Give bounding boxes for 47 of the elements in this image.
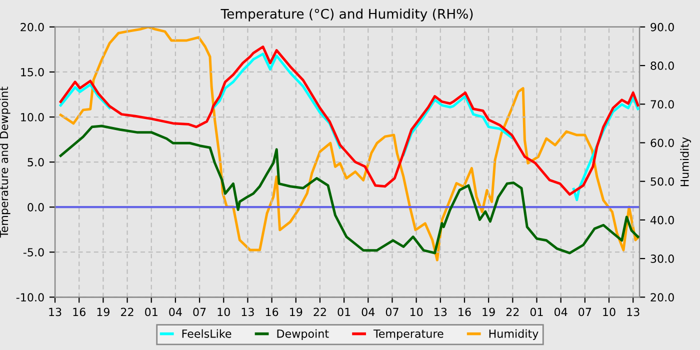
- x-tick-label: 16: [458, 308, 471, 316]
- x-tick-label: 10: [603, 308, 616, 316]
- x-tick-label: 16: [266, 308, 278, 316]
- legend-label: FeelsLike: [182, 329, 232, 338]
- x-tick-label: 13: [434, 308, 447, 316]
- y-axis-title: Temperature and Dewpoint: [0, 86, 10, 238]
- x-tick-label: 22: [314, 308, 326, 316]
- legend-label: Humidity: [489, 329, 538, 340]
- y-tick-label: -10.0: [16, 293, 44, 302]
- y2-tick-label: 40.0: [650, 216, 674, 224]
- legend-label: Temperature: [373, 330, 444, 340]
- x-tick-label: 07: [578, 308, 592, 316]
- y-tick-label: -5.0: [23, 248, 44, 256]
- x-tick-label: 01: [530, 308, 543, 316]
- y-tick-label: 20.0: [20, 22, 44, 32]
- y2-axis-title: Humidity: [680, 137, 691, 186]
- y2-tick-label: 70.0: [650, 100, 674, 109]
- legend-label: Dewpoint: [277, 329, 329, 340]
- x-tick-label: 07: [386, 308, 398, 316]
- x-tick-label: 01: [338, 308, 350, 316]
- y2-tick-label: 20.0: [650, 293, 674, 302]
- x-tick-label: 04: [554, 308, 568, 316]
- y2-tick-label: 60.0: [650, 138, 674, 148]
- y2-tick-label: 90.0: [650, 22, 674, 32]
- x-tick-label: 19: [97, 308, 110, 316]
- x-tick-label: 04: [362, 308, 375, 316]
- y-tick-label: 0.0: [28, 203, 44, 212]
- y2-tick-label: 80.0: [650, 62, 674, 70]
- x-tick-label: 16: [73, 308, 86, 316]
- y-tick-label: 5.0: [28, 158, 44, 166]
- x-tick-label: 22: [506, 308, 519, 316]
- x-tick-label: 22: [121, 308, 134, 316]
- x-tick-label: 19: [290, 308, 302, 316]
- x-tick-label: 10: [410, 308, 423, 316]
- x-tick-label: 13: [49, 308, 62, 316]
- x-tick-label: 10: [218, 308, 230, 316]
- y-tick-label: 10.0: [21, 112, 44, 122]
- x-tick-label: 13: [242, 308, 254, 316]
- x-tick-label: 07: [193, 308, 206, 316]
- y2-tick-label: 50.0: [650, 177, 674, 186]
- y-tick-label: 15.0: [21, 68, 44, 76]
- x-tick-label: 01: [145, 308, 158, 316]
- x-tick-label: 19: [482, 308, 495, 316]
- x-tick-label: 13: [627, 308, 640, 316]
- x-tick-label: 04: [169, 308, 182, 316]
- chart-title: Temperature (°C) and Humidity (RH%): [220, 8, 473, 22]
- y2-tick-label: 30.0: [650, 254, 674, 263]
